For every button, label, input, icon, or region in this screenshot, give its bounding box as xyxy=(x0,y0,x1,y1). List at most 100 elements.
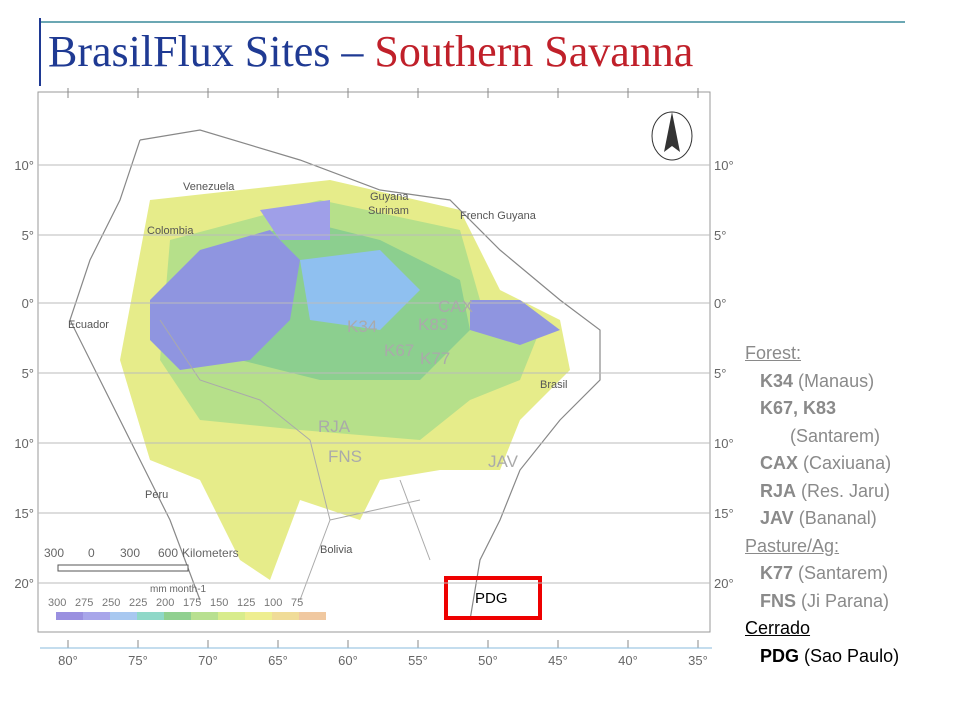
lat-label-left: 10° xyxy=(14,158,34,173)
legend-swatch xyxy=(191,612,218,620)
site-item: FNS (Ji Parana) xyxy=(745,588,899,616)
site-label: K83 xyxy=(418,315,448,334)
legend-value: 75 xyxy=(291,597,303,609)
precip-field xyxy=(120,180,570,580)
site-label: PDG xyxy=(475,590,508,607)
site-label: JAV xyxy=(488,452,519,471)
site-item: K34 (Manaus) xyxy=(745,368,899,396)
group-heading: Forest: xyxy=(745,343,802,363)
lon-label: 50° xyxy=(478,653,498,668)
legend-value: 300 xyxy=(48,597,66,609)
scale-number: 600 xyxy=(158,546,178,560)
legend-value: 150 xyxy=(210,597,228,609)
scale-number: 300 xyxy=(120,546,140,560)
legend-value: 175 xyxy=(183,597,201,609)
legend-unit: mm month-1 xyxy=(150,584,207,595)
country-label: Brasil xyxy=(540,379,568,391)
legend-swatch xyxy=(164,612,191,620)
site-label: K34 xyxy=(347,317,377,336)
north-arrow xyxy=(651,111,693,161)
site-place: (Caxiuana) xyxy=(803,453,892,473)
lon-label: 60° xyxy=(338,653,358,668)
site-group: Cerrado PDG (Sao Paulo) xyxy=(745,615,899,670)
site-code: RJA xyxy=(760,480,797,501)
legend-swatch xyxy=(83,612,110,620)
pdg-highlight xyxy=(444,576,542,620)
site-group: Forest: K34 (Manaus) K67, K83 (Santarem) CA… xyxy=(745,340,899,533)
lon-label: 40° xyxy=(618,653,638,668)
site-place: (Sao Paulo) xyxy=(804,645,900,666)
site-code: JAV xyxy=(760,508,794,528)
legend-swatch xyxy=(56,612,83,620)
legend-swatch xyxy=(137,612,164,620)
lat-label-left: 5° xyxy=(22,366,34,381)
site-code: FNS xyxy=(760,590,796,611)
country-label: Venezuela xyxy=(183,181,235,193)
site-code: CAX xyxy=(760,453,799,473)
country-label: French Guyana xyxy=(460,210,537,222)
legend-swatch xyxy=(299,612,326,620)
scale-number: 300 xyxy=(44,546,64,560)
site-item: RJA (Res. Jaru) xyxy=(745,478,899,506)
group-heading: Pasture/Ag: xyxy=(745,535,840,556)
legend-swatch xyxy=(218,612,245,620)
lat-label-right: 10° xyxy=(714,158,734,173)
legend-value: 275 xyxy=(75,597,93,609)
borders xyxy=(159,319,431,601)
lon-label: 75° xyxy=(128,653,148,668)
title-main: BrasilFlux Sites – xyxy=(48,27,364,76)
site-place: (Bananal) xyxy=(798,508,877,528)
lat-label-right: 10° xyxy=(714,436,734,451)
site-code: K77 xyxy=(760,563,794,583)
lat-label-left: 20° xyxy=(14,576,34,591)
country-label: Guyana xyxy=(370,191,409,203)
legend-value: 100 xyxy=(264,597,282,609)
group-heading: Cerrado xyxy=(745,618,811,638)
legend-value: 250 xyxy=(102,597,120,609)
lat-label-right: 20° xyxy=(714,576,734,591)
site-item: PDG (Sao Paulo) xyxy=(745,643,899,671)
site-place: (Manaus) xyxy=(798,370,875,391)
site-item: JAV (Bananal) xyxy=(745,505,899,533)
lat-label-right: 5° xyxy=(714,228,726,243)
lat-label-right: 5° xyxy=(714,366,726,381)
legend-swatch xyxy=(245,612,272,620)
lat-label-left: 10° xyxy=(14,436,34,451)
site-code: K34 xyxy=(760,370,794,391)
country-label: Colombia xyxy=(147,225,194,237)
legend-swatch xyxy=(272,612,299,620)
lat-label-left: 5° xyxy=(22,228,34,243)
site-label: RJA xyxy=(318,417,351,436)
lon-label: 35° xyxy=(688,653,708,668)
site-code: PDG xyxy=(760,645,800,666)
title-highlight: Southern Savanna xyxy=(374,27,694,76)
country-label: Surinam xyxy=(368,205,409,217)
lon-label: 80° xyxy=(58,653,78,668)
legend-swatch xyxy=(110,612,137,620)
site-item: CAX (Caxiuana) xyxy=(745,450,899,478)
site-place: (Santarem) xyxy=(790,425,881,446)
site-label: K77 xyxy=(420,349,450,368)
site-label: FNS xyxy=(328,447,362,466)
scale-bar xyxy=(57,564,189,572)
site-place: (Ji Parana) xyxy=(801,590,890,611)
site-place: (Santarem) xyxy=(798,563,889,583)
site-item: K67, K83 (Santarem) xyxy=(745,395,899,450)
legend-value: 125 xyxy=(237,597,255,609)
lon-label: 70° xyxy=(198,653,218,668)
site-list: Forest: K34 (Manaus) K67, K83 (Santarem) CA… xyxy=(745,340,899,670)
lat-label-right: 0° xyxy=(714,296,726,311)
scale-number: 0 xyxy=(88,546,95,560)
site-place: (Res. Jaru) xyxy=(801,480,891,501)
lat-label-left: 15° xyxy=(14,506,34,521)
scale-unit: Kilometers xyxy=(182,546,239,560)
country-label: Bolivia xyxy=(320,544,353,556)
site-label: K67 xyxy=(384,341,414,360)
country-label: Ecuador xyxy=(68,319,109,331)
site-item: K77 (Santarem) xyxy=(745,560,899,588)
lon-label: 55° xyxy=(408,653,428,668)
lon-label: 45° xyxy=(548,653,568,668)
country-label: Peru xyxy=(145,489,168,501)
